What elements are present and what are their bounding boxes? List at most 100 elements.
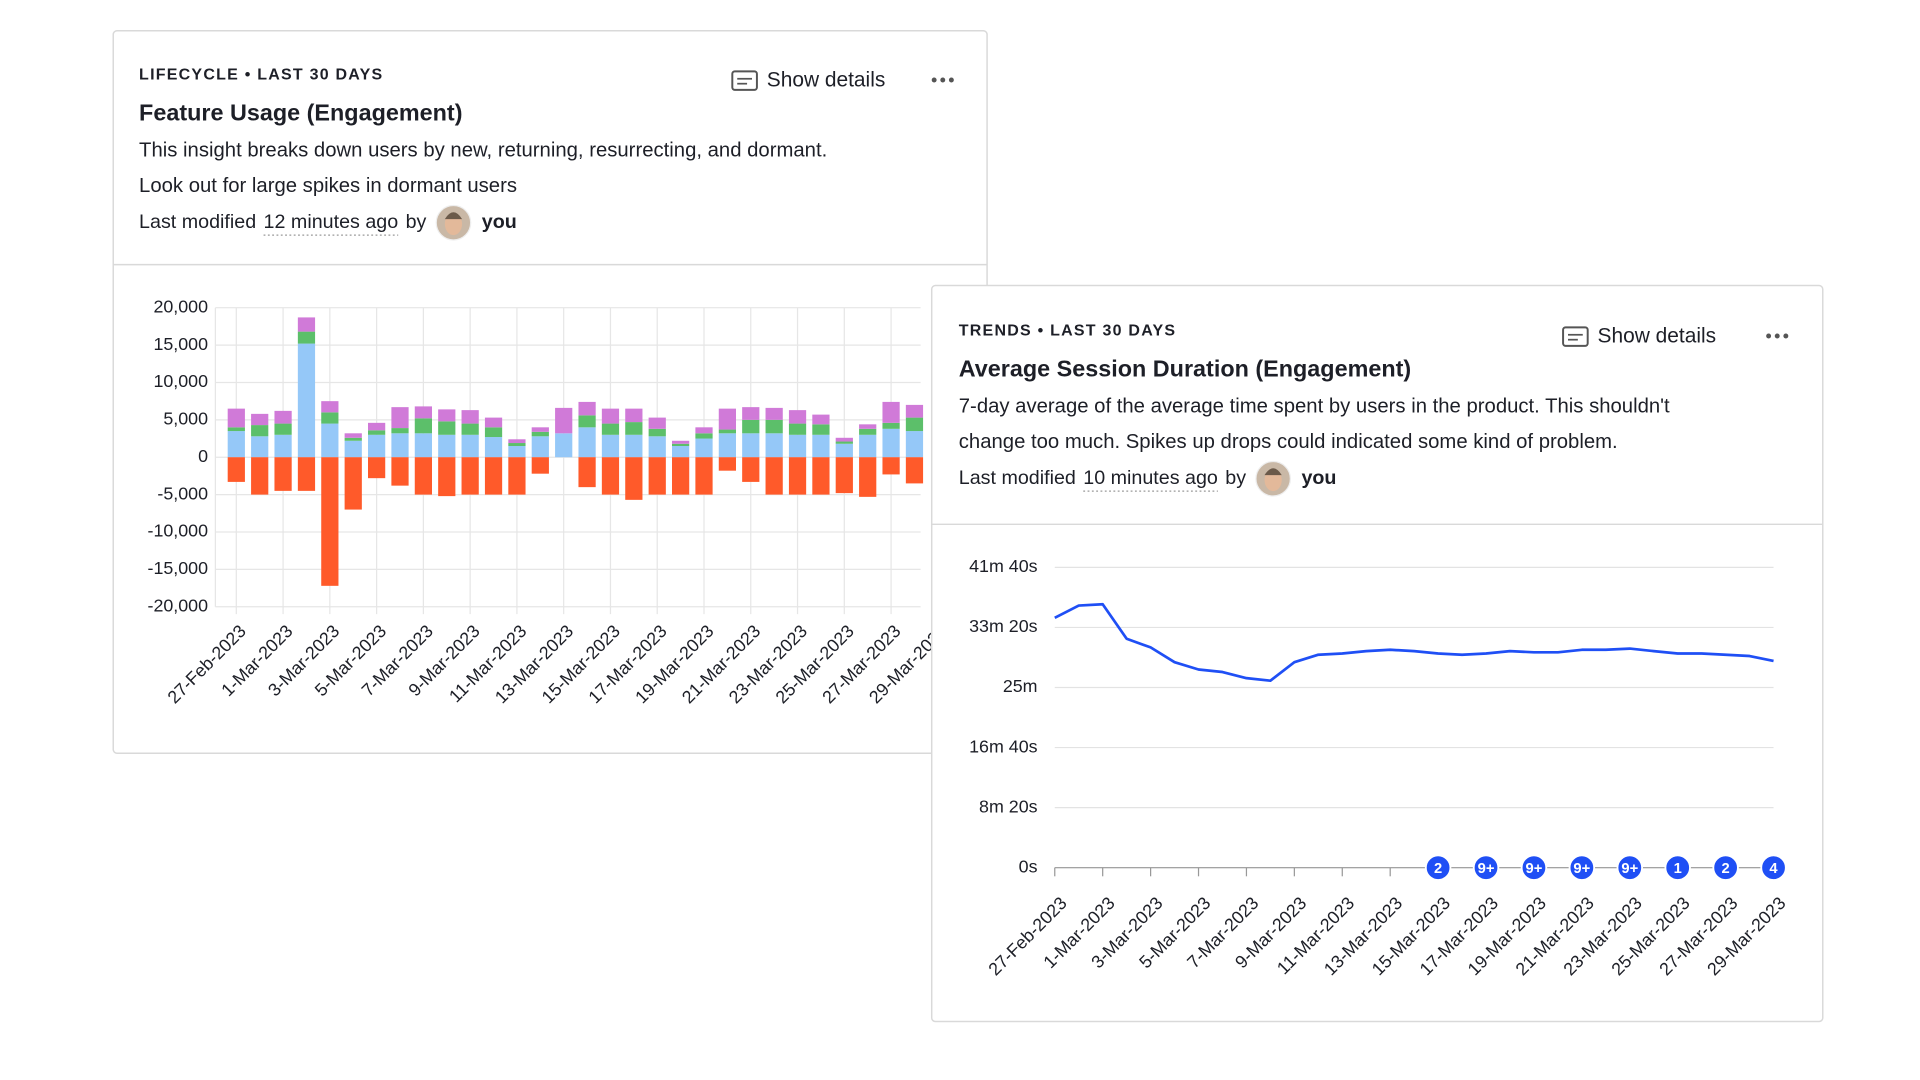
annotation-badge[interactable]: 9+ (1472, 854, 1500, 881)
bar-segment (905, 404, 924, 418)
annotation-badge[interactable]: 2 (1712, 854, 1739, 881)
author: you (1301, 467, 1336, 489)
bar-segment (321, 401, 339, 413)
y-tick-label: -20,000 (148, 595, 209, 615)
show-details-button[interactable]: Show details (1562, 325, 1717, 348)
bar-segment (484, 437, 503, 458)
card-description: This insight breaks down users by new, r… (139, 140, 827, 162)
card-description: change too much. Spikes up drops could i… (959, 431, 1618, 453)
bar-segment (227, 431, 245, 458)
more-dot (948, 77, 954, 83)
modified-by: by (406, 211, 427, 233)
bar-segment (695, 427, 713, 434)
bar-segment (601, 408, 620, 424)
annotation-count: 4 (1769, 861, 1778, 877)
bar-segment (882, 428, 900, 458)
bar-segment (788, 434, 807, 458)
bar-segment (438, 457, 456, 497)
card-frame (930, 284, 1824, 1023)
annotation-badge[interactable]: 9+ (1520, 854, 1548, 881)
bar-segment (251, 425, 269, 437)
bar-segment (812, 424, 830, 435)
bar-segment (695, 438, 713, 458)
annotation-count: 9+ (1478, 861, 1495, 877)
bar-segment (695, 457, 713, 495)
bar-segment (321, 412, 339, 424)
annotation-badge[interactable]: 4 (1760, 854, 1787, 881)
bar-segment (835, 457, 853, 494)
card-eyebrow: LIFECYCLE • LAST 30 DAYS (139, 66, 383, 83)
annotation-count: 9+ (1526, 861, 1543, 877)
bar-segment (484, 417, 503, 428)
bar-segment (274, 434, 292, 458)
bar-segment (601, 423, 620, 435)
card-description: Look out for large spikes in dormant use… (139, 175, 517, 197)
bar-segment (508, 446, 526, 458)
bar-segment (672, 446, 690, 458)
bar-segment (648, 457, 666, 495)
bar-segment (742, 419, 760, 434)
bar-segment (368, 434, 386, 458)
more-dot (1774, 333, 1780, 339)
bar-segment (765, 419, 783, 434)
bar-segment (251, 413, 269, 426)
annotation-badge[interactable]: 1 (1664, 854, 1691, 881)
modified-by: by (1225, 467, 1246, 489)
bar-segment (695, 433, 713, 439)
bar-segment (788, 457, 807, 495)
y-tick-label: 5,000 (163, 409, 208, 429)
annotation-badge[interactable]: 2 (1424, 854, 1452, 881)
avatar-hair (444, 212, 463, 220)
bar-segment (578, 415, 596, 428)
bar-segment (414, 457, 432, 495)
bar-segment (765, 407, 783, 420)
bar-segment (368, 457, 386, 479)
annotation-count: 2 (1722, 861, 1730, 877)
bar-segment (391, 457, 409, 486)
show-details-label: Show details (1598, 325, 1717, 348)
modified-time[interactable]: 12 minutes ago (264, 211, 399, 233)
author: you (482, 211, 517, 233)
bar-segment (344, 437, 362, 441)
y-tick-label: -10,000 (148, 521, 209, 541)
more-menu[interactable] (931, 77, 954, 83)
bar-segment (251, 457, 269, 495)
y-tick-label: 0 (198, 446, 208, 466)
card: TRENDS • LAST 30 DAYS Show details Average… (930, 284, 1824, 1023)
bar-segment (812, 414, 830, 425)
bar-segment (508, 443, 526, 447)
bar-segment (414, 433, 432, 458)
bar-segment (625, 408, 643, 423)
annotation-dot (1424, 854, 1452, 881)
bar-segment (765, 433, 783, 458)
bar-segment (625, 434, 643, 458)
bar-segment (297, 457, 316, 491)
bar-segment (601, 434, 620, 458)
bar-segment (718, 408, 736, 430)
bar-segment (882, 401, 900, 423)
bar-segment (742, 407, 760, 420)
bar-segment (859, 428, 877, 435)
modified-time[interactable]: 10 minutes ago (1083, 467, 1218, 489)
bar-segment (812, 434, 830, 458)
bar-segment (227, 408, 245, 428)
bar-segment (835, 443, 853, 458)
bar-segment (508, 439, 526, 444)
bar-segment (344, 440, 362, 458)
bar-segment (672, 457, 690, 495)
y-tick-label: 25m (1003, 676, 1038, 696)
y-tick-label: 0s (1019, 856, 1038, 876)
bar-segment (438, 409, 456, 422)
bar-segment (718, 457, 736, 471)
y-tick-label: 10,000 (153, 371, 208, 391)
show-details-button[interactable]: Show details (731, 69, 885, 92)
annotation-badge[interactable]: 9+ (1568, 854, 1596, 881)
annotation-badge[interactable]: 9+ (1616, 854, 1644, 881)
annotation-dot (1664, 854, 1691, 881)
bar-segment (601, 457, 620, 495)
more-menu[interactable] (1766, 333, 1789, 339)
bar-segment (555, 407, 573, 434)
bar-segment (321, 423, 339, 458)
more-dot (1783, 333, 1789, 339)
